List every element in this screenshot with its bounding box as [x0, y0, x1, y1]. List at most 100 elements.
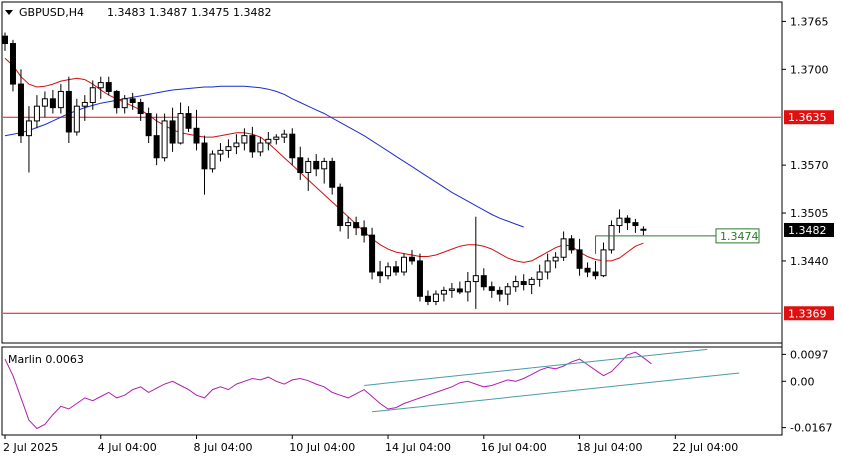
candle-body-up	[600, 249, 607, 277]
candle-body-down	[361, 227, 368, 236]
candle-body-up	[448, 288, 455, 291]
candle	[353, 216, 360, 236]
candle	[608, 220, 615, 254]
candle	[241, 128, 248, 151]
level-label-0: 1.3635	[788, 111, 827, 124]
candle	[592, 260, 599, 280]
candle-body-up	[33, 105, 40, 122]
candle	[81, 95, 88, 121]
price-tick-label: 1.3765	[790, 15, 829, 28]
header-dropdown-icon[interactable]	[5, 10, 13, 15]
candle-body-up	[432, 293, 439, 302]
candle	[41, 91, 48, 118]
candle-body-up	[616, 217, 623, 227]
candle-body-up	[385, 266, 392, 277]
candle	[568, 235, 575, 254]
candle	[249, 126, 256, 158]
candle	[17, 69, 24, 144]
channel-lower-line	[372, 372, 740, 413]
candle-body-down	[496, 289, 503, 295]
candle-body-up	[536, 271, 543, 280]
candle-body-down	[416, 260, 423, 297]
candle-body-down	[393, 266, 400, 273]
candle-body-up	[121, 98, 128, 109]
candle	[393, 260, 400, 276]
candle	[552, 252, 559, 269]
candle-body-down	[289, 133, 296, 159]
candle	[137, 98, 144, 121]
candle-body-down	[193, 127, 200, 144]
oscillator-layer: 0.0097 0.00 -0.0167	[4, 348, 832, 435]
candle-body-up	[401, 256, 407, 273]
candle	[25, 106, 32, 173]
candle	[113, 89, 120, 114]
marker-tag	[715, 228, 760, 244]
candle-body-down	[520, 281, 527, 286]
candle	[520, 274, 527, 291]
candle	[305, 157, 312, 191]
candle-body-down	[185, 113, 192, 129]
candle-body-up	[608, 225, 615, 251]
levels-layer: 1.3635 1.3369	[3, 110, 834, 321]
candle-body-down	[369, 234, 376, 273]
oscillator-tick-label: 0.0097	[790, 348, 829, 361]
time-tick-label: 10 Jul 04:00	[289, 441, 355, 454]
chart-header: GBPUSD,H4 1.3483 1.3487 1.3475 1.3482	[5, 6, 271, 19]
candle-body-up	[512, 281, 519, 288]
candle	[640, 226, 647, 236]
header-ohlc: 1.3483 1.3487 1.3475 1.3482	[107, 6, 271, 19]
oscillator-pane-frame	[1, 346, 783, 436]
ma-slow-line	[4, 85, 524, 228]
level-tag-1	[784, 306, 834, 321]
candle-body-up	[560, 238, 567, 258]
candle	[297, 146, 304, 180]
candle-body-down	[153, 135, 160, 159]
header-symbol: GBPUSD,H4	[19, 6, 84, 19]
candle-body-up	[209, 153, 216, 170]
candle-body-up	[25, 120, 32, 137]
level-tag-0	[784, 110, 834, 125]
candle-body-down	[632, 222, 639, 227]
candle	[488, 281, 495, 298]
candle-body-up	[57, 90, 64, 109]
candle	[337, 183, 344, 232]
candle	[408, 249, 415, 265]
main-pane-frame	[1, 1, 783, 344]
candle	[233, 134, 240, 155]
candle-body-up	[440, 289, 447, 295]
candle	[480, 268, 487, 291]
oscillator-tick-label: -0.0167	[790, 422, 832, 435]
candle-body-up	[41, 98, 48, 107]
candle	[432, 290, 439, 306]
candle	[448, 283, 455, 298]
candle	[600, 242, 607, 278]
candle	[528, 277, 535, 295]
candle	[424, 290, 431, 306]
candle-body-down	[145, 113, 152, 137]
candle	[185, 106, 192, 132]
candle-body-down	[576, 249, 583, 269]
time-tick-label: 8 Jul 04:00	[194, 441, 253, 454]
candle-body-up	[528, 278, 535, 286]
candle	[129, 92, 136, 110]
candle	[153, 113, 160, 166]
candle	[456, 281, 463, 295]
candle	[289, 128, 296, 166]
candle-body-down	[297, 157, 304, 173]
candle-body-down	[424, 295, 431, 302]
candle-body-up	[257, 142, 264, 153]
level-label-1: 1.3369	[788, 307, 827, 320]
candle-body-up	[225, 146, 232, 151]
price-tick-label: 1.3700	[790, 63, 829, 76]
time-tick-label: 2 Jul 2025	[3, 441, 58, 454]
candle-body-down	[137, 101, 144, 115]
candle-body-down	[65, 90, 72, 133]
price-tick-label: 1.3505	[790, 207, 829, 220]
time-tick-label: 18 Jul 04:00	[577, 441, 643, 454]
candle-body-down	[488, 286, 495, 291]
candle-body-down	[329, 160, 336, 188]
candle-body-down	[105, 82, 112, 92]
candle	[504, 283, 511, 306]
candle	[440, 286, 447, 302]
